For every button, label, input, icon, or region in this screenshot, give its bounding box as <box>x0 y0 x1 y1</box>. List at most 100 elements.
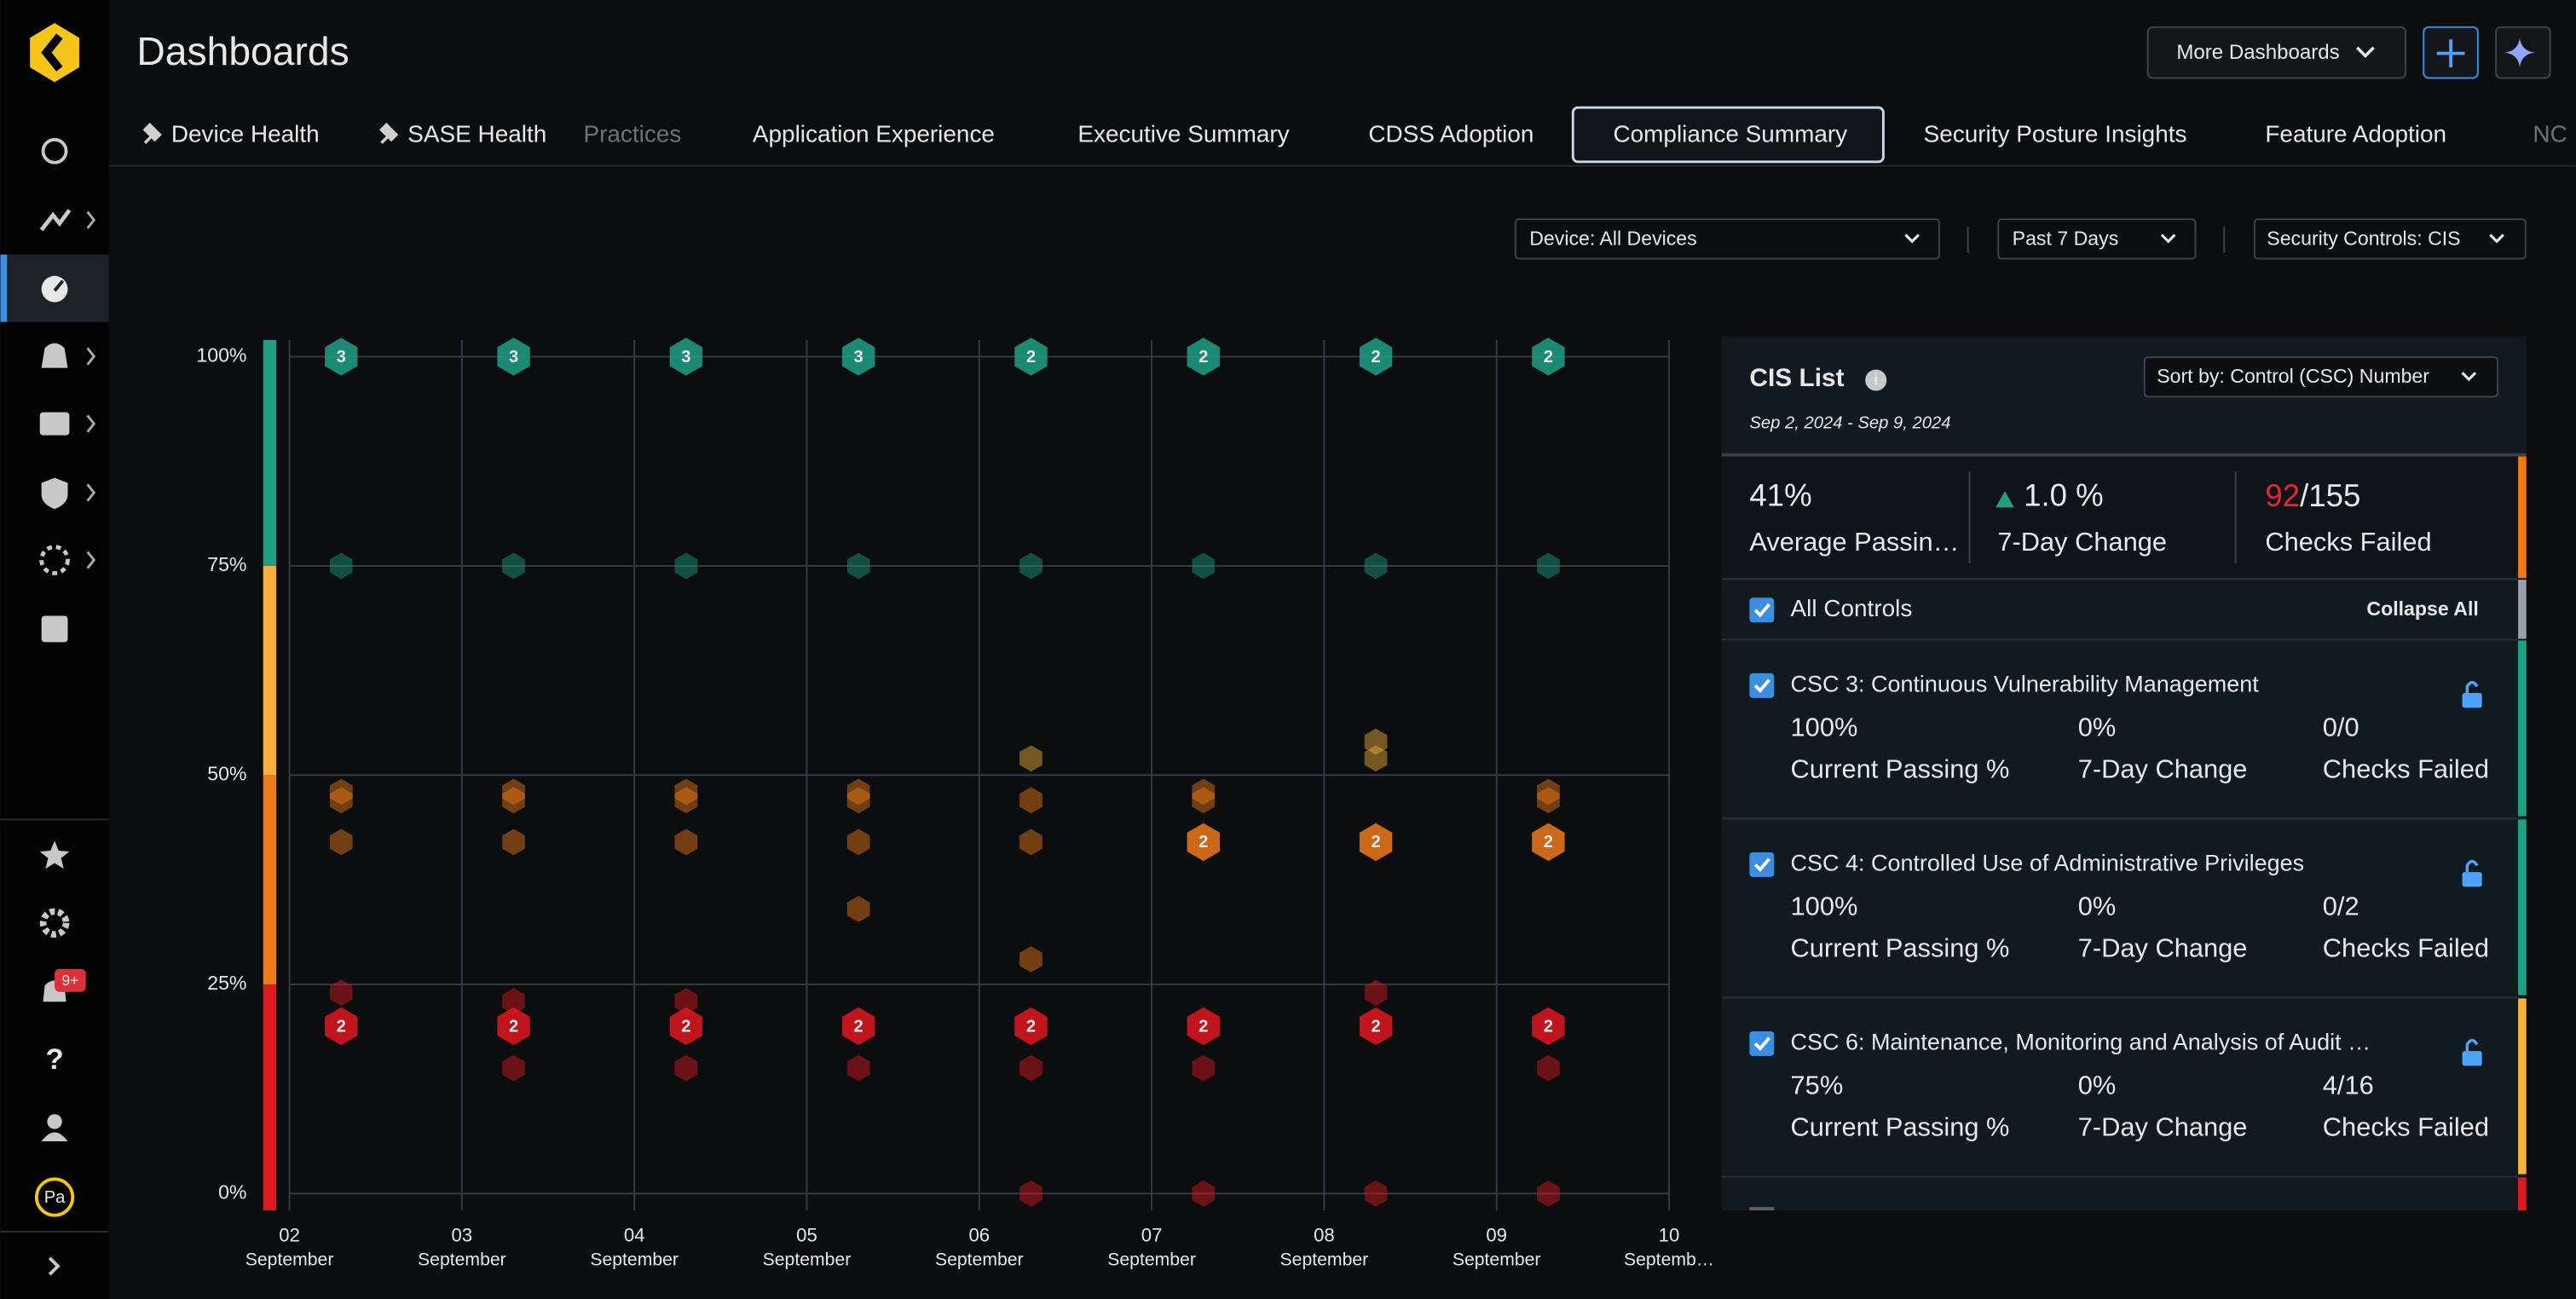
point-count: 2 <box>1371 348 1380 367</box>
threshold-band <box>263 984 276 1210</box>
metric-label: 7-Day Change <box>2078 933 2248 963</box>
avatar-initials: Pa <box>44 1188 66 1207</box>
threshold-band <box>263 566 276 775</box>
collapse-all-button[interactable]: Collapse All <box>2366 598 2478 620</box>
x-tick-month: September <box>1453 1250 1541 1269</box>
point-count: 2 <box>337 1017 346 1036</box>
point-count: 2 <box>1198 833 1208 852</box>
point-count: 2 <box>1544 1017 1553 1036</box>
point-count: 2 <box>1198 1017 1208 1036</box>
control-change: 0% <box>2078 1071 2117 1100</box>
x-tick-label: 06 <box>968 1225 990 1246</box>
point-count: 2 <box>1026 348 1036 367</box>
tab[interactable]: Security Posture Insights <box>1924 120 2187 147</box>
filter-label: Device: All Devices <box>1529 227 1697 249</box>
all-controls-checkbox[interactable] <box>1749 598 1774 622</box>
summary-value: 41% <box>1749 477 1811 512</box>
metric-label: 7-Day Change <box>2078 754 2248 784</box>
nav-active-bar <box>0 255 7 322</box>
point-count: 3 <box>509 348 518 367</box>
control-name[interactable]: CSC 4: Controlled Use of Administrative … <box>1791 851 2305 876</box>
cis-title: CIS List <box>1749 364 1844 392</box>
filter-label: Security Controls: CIS <box>2267 227 2460 249</box>
point-count: 2 <box>1026 1017 1036 1036</box>
summary-label: 7-Day Change <box>1997 527 2167 557</box>
metric-label: Current Passing % <box>1791 754 2010 784</box>
tab[interactable]: Practices <box>583 120 681 147</box>
point-count: 3 <box>854 348 863 367</box>
control-failed: 4/16 <box>2323 1071 2374 1100</box>
filter-label: Past 7 Days <box>2013 227 2119 249</box>
summary-row <box>1722 457 2518 579</box>
x-tick-month: September <box>1107 1250 1196 1269</box>
control-failed: 0/2 <box>2323 892 2359 921</box>
x-tick-month: Septemb… <box>1624 1250 1714 1269</box>
x-tick-label: 10 <box>1659 1225 1680 1246</box>
point-count: 2 <box>1198 348 1208 367</box>
metric-label: Checks Failed <box>2323 754 2489 784</box>
point-count: 2 <box>1544 833 1553 852</box>
x-tick-label: 07 <box>1141 1225 1163 1246</box>
control-status-bar <box>2518 1177 2527 1210</box>
unlock-icon[interactable] <box>2463 1051 2482 1065</box>
control-checkbox[interactable] <box>1749 852 1774 877</box>
all-controls-status-bar <box>2518 580 2527 638</box>
x-tick-label: 09 <box>1486 1225 1507 1246</box>
control-checkbox[interactable] <box>1749 673 1774 698</box>
control-checkbox-partial <box>1749 1207 1774 1210</box>
tab[interactable]: NC <box>2533 120 2567 147</box>
point-count: 2 <box>1371 1017 1380 1036</box>
tab[interactable]: Application Experience <box>753 120 995 147</box>
y-tick-label: 100% <box>196 344 246 367</box>
point-count: 3 <box>681 348 690 367</box>
x-tick-month: September <box>1280 1250 1369 1269</box>
point-count: 2 <box>681 1017 690 1036</box>
x-tick-label: 08 <box>1314 1225 1335 1246</box>
unlock-icon[interactable] <box>2463 693 2482 707</box>
nav-icon[interactable] <box>40 413 70 436</box>
summary-value: 92/155 <box>2265 477 2360 512</box>
control-passing: 100% <box>1791 713 1858 742</box>
notification-badge-text: 9+ <box>61 972 78 989</box>
sort-label: Sort by: Control (CSC) Number <box>2157 365 2429 387</box>
x-tick-label: 03 <box>452 1225 473 1246</box>
help-icon[interactable]: ? <box>45 1043 63 1076</box>
tab[interactable]: CDSS Adoption <box>1368 120 1533 147</box>
metric-label: Current Passing % <box>1791 1112 2010 1142</box>
y-tick-label: 75% <box>207 553 246 575</box>
cis-date-range: Sep 2, 2024 - Sep 9, 2024 <box>1749 413 1950 432</box>
tab[interactable]: Feature Adoption <box>2265 120 2446 147</box>
control-checkbox[interactable] <box>1749 1031 1774 1056</box>
tab[interactable]: Device Health <box>171 120 320 147</box>
control-name[interactable]: CSC 6: Maintenance, Monitoring and Analy… <box>1791 1030 2371 1055</box>
x-tick-month: September <box>418 1250 506 1269</box>
point-count: 3 <box>337 348 346 367</box>
more-dashboards-label: More Dashboards <box>2176 41 2339 64</box>
summary-label: Checks Failed <box>2265 527 2431 557</box>
threshold-band <box>263 340 276 566</box>
nav-icon[interactable] <box>42 616 68 643</box>
threshold-band <box>263 775 276 984</box>
control-failed: 0/0 <box>2323 713 2359 742</box>
y-tick-label: 0% <box>218 1181 246 1203</box>
control-passing: 75% <box>1791 1071 1844 1100</box>
control-name[interactable]: CSC 3: Continuous Vulnerability Manageme… <box>1791 672 2260 697</box>
profile-icon[interactable] <box>47 1114 61 1129</box>
summary-label: Average Passin… <box>1749 527 1959 557</box>
unlock-icon[interactable] <box>2463 872 2482 886</box>
x-tick-month: September <box>590 1250 679 1269</box>
tab[interactable]: SASE Health <box>407 120 546 147</box>
control-status-bar <box>2518 819 2527 995</box>
point-count: 2 <box>1371 833 1380 852</box>
control-passing: 100% <box>1791 892 1858 921</box>
metric-label: Checks Failed <box>2323 933 2489 963</box>
tab[interactable]: Executive Summary <box>1077 120 1289 147</box>
info-icon-glyph: i <box>1874 372 1878 389</box>
x-tick-label: 05 <box>796 1225 817 1246</box>
summary-value: 1.0 % <box>2024 477 2104 512</box>
control-status-bar <box>2518 640 2527 816</box>
x-tick-month: September <box>763 1250 852 1269</box>
metric-label: 7-Day Change <box>2078 1112 2248 1142</box>
tab[interactable]: Compliance Summary <box>1613 120 1847 147</box>
